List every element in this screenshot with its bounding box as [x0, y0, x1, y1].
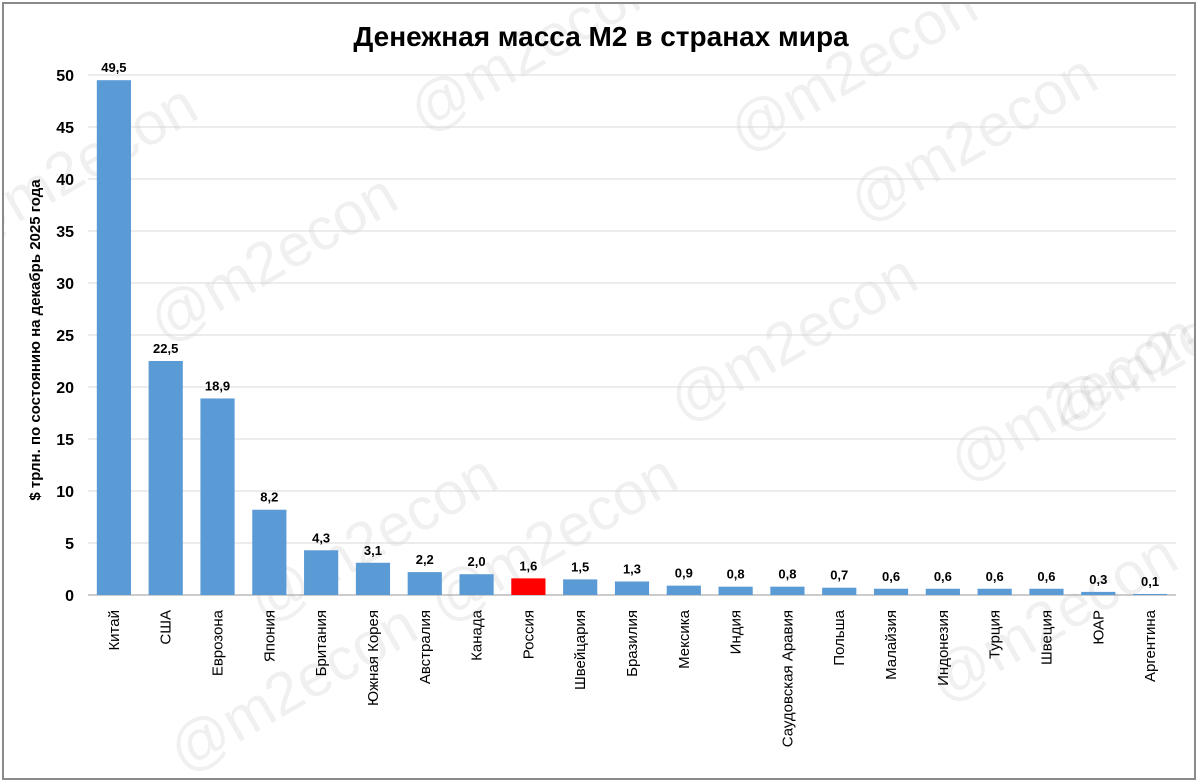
y-tick-label: 5: [65, 536, 74, 553]
bar-20: [1081, 591, 1116, 595]
category-label: Аргентина: [1142, 609, 1159, 682]
bar-21: [1132, 593, 1168, 595]
category-label: ЮАР: [1090, 610, 1107, 645]
data-label: 1,6: [519, 558, 537, 573]
bar-3: [200, 398, 235, 595]
data-label: 1,5: [571, 559, 589, 574]
category-label: Канада: [469, 609, 486, 660]
data-label: 1,3: [623, 561, 641, 576]
y-tick-label: 40: [56, 172, 74, 189]
bar-16: [873, 588, 909, 595]
bar-14: [770, 586, 805, 595]
data-label: 8,2: [260, 490, 278, 505]
y-axis-label: $ трлн. по состоянию на декабрь 2025 год…: [27, 179, 44, 501]
bar-8: [459, 574, 494, 595]
bar-4: [252, 509, 287, 595]
category-label: Бразилия: [624, 610, 641, 677]
bar-12: [666, 585, 701, 595]
bar-13: [718, 586, 753, 595]
watermark-text: @m2econ: [1037, 250, 1194, 445]
y-tick-label: 15: [56, 432, 74, 449]
bar-15: [822, 587, 857, 595]
y-tick-label: 20: [56, 380, 74, 397]
data-label: 0,9: [675, 566, 693, 581]
category-label: США: [158, 610, 175, 645]
watermark-text: @m2econ: [137, 160, 408, 355]
bars: [96, 80, 1168, 595]
data-label: 22,5: [153, 341, 178, 356]
data-label: 3,1: [364, 543, 382, 558]
category-label: Польша: [831, 609, 848, 665]
category-label: Индонезия: [935, 610, 952, 686]
y-tick-label: 0: [65, 588, 74, 605]
category-label: Индия: [728, 610, 745, 654]
y-axis-ticks: 0 5 10 15 20 25 30 35 40 45 50: [56, 68, 74, 605]
category-label: Турция: [987, 610, 1004, 659]
bar-7: [407, 572, 442, 595]
bar-2: [148, 361, 183, 595]
category-labels: Китай США Еврозона Япония Британия Южная Коре…: [106, 609, 1159, 747]
category-label: Россия: [520, 610, 537, 659]
data-label: 0,8: [727, 567, 745, 582]
data-label: 0,1: [1141, 574, 1159, 589]
bar-19: [1029, 588, 1064, 595]
category-label: Австралия: [417, 610, 434, 684]
data-label: 4,3: [312, 530, 330, 545]
data-label: 2,0: [468, 554, 486, 569]
data-label: 0,6: [1037, 569, 1055, 584]
category-label: Южная Корея: [365, 610, 382, 706]
data-label: 0,7: [830, 568, 848, 583]
data-label: 0,6: [986, 569, 1004, 584]
category-label: Мексика: [676, 609, 693, 669]
category-label: Саудовская Аравия: [779, 610, 796, 747]
bar-5: [304, 550, 339, 595]
chart-title: Денежная масса М2 в странах мира: [353, 21, 849, 52]
data-label: 2,2: [416, 552, 434, 567]
y-tick-label: 30: [56, 276, 74, 293]
category-label: Малайзия: [883, 610, 900, 680]
category-label: Еврозона: [210, 609, 227, 676]
bar-9: [511, 578, 546, 595]
watermark-text: @m2econ: [657, 240, 928, 435]
y-tick-label: 45: [56, 120, 74, 137]
data-labels: 49,5 22,5 18,9 8,2 4,3 3,1 2,2 2,0 1,6 1,5 1,3 0,9 0…: [101, 60, 1159, 589]
y-tick-label: 50: [56, 68, 74, 85]
bar-6: [355, 562, 391, 595]
data-label: 0,6: [934, 569, 952, 584]
category-label: Швейцария: [572, 610, 589, 690]
bar-10: [563, 579, 598, 595]
category-label: Британия: [313, 610, 330, 676]
bar-1: [96, 80, 132, 595]
data-label: 0,8: [778, 567, 796, 582]
y-tick-label: 35: [56, 224, 74, 241]
bar-18: [977, 588, 1012, 595]
data-label: 18,9: [205, 378, 230, 393]
category-label: Япония: [261, 610, 278, 662]
data-label: 0,6: [882, 569, 900, 584]
category-label: Китай: [106, 610, 123, 651]
bar-17: [925, 588, 960, 595]
y-tick-label: 25: [56, 328, 74, 345]
category-label: Швеция: [1038, 610, 1055, 665]
bar-chart: @m2econ@m2econ@m2econ@m2econ@m2econ@m2ec…: [4, 4, 1194, 778]
data-label: 0,3: [1089, 572, 1107, 587]
data-label: 49,5: [101, 60, 126, 75]
bar-11: [614, 581, 650, 595]
y-tick-label: 10: [56, 484, 74, 501]
